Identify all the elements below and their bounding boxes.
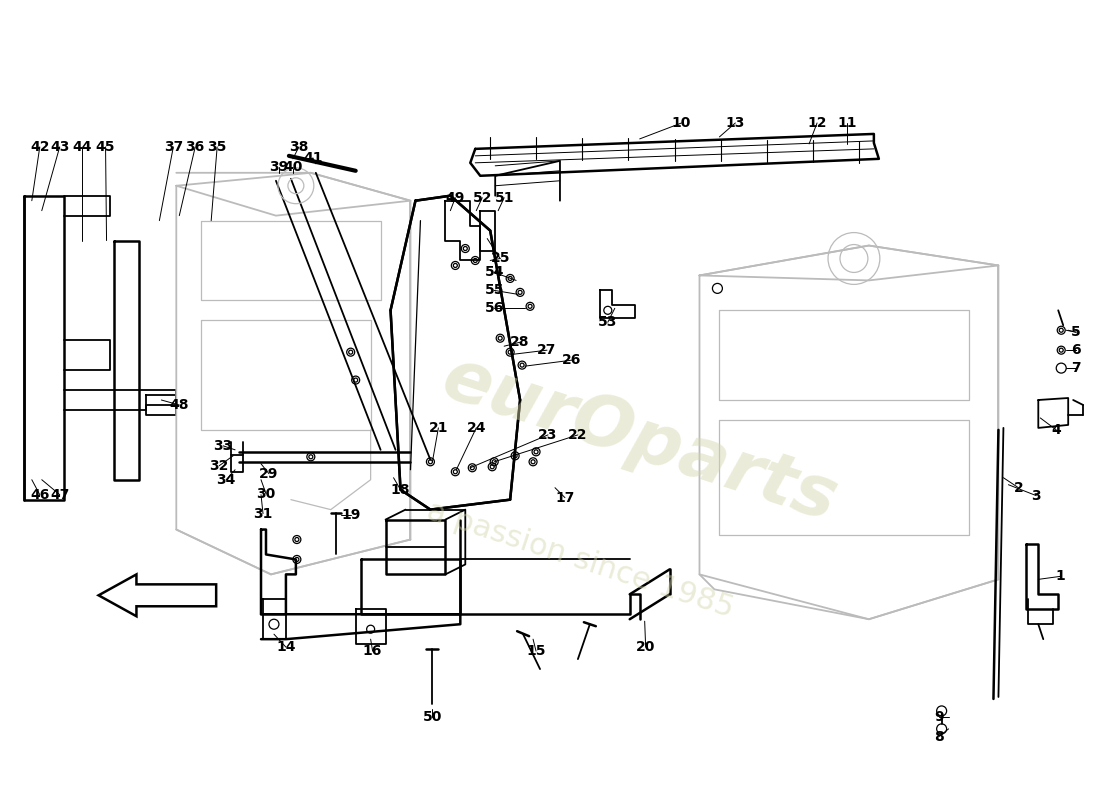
Text: 16: 16: [363, 644, 383, 658]
Text: 44: 44: [72, 140, 91, 154]
Text: a passion since 1985: a passion since 1985: [422, 496, 737, 623]
Text: 5: 5: [1071, 326, 1081, 339]
Text: 38: 38: [289, 140, 309, 154]
Text: 13: 13: [726, 116, 745, 130]
Text: 48: 48: [169, 398, 189, 412]
Text: 18: 18: [390, 482, 410, 497]
Text: 43: 43: [50, 140, 69, 154]
Text: 30: 30: [256, 486, 276, 501]
Text: 6: 6: [1071, 343, 1081, 357]
Text: 1: 1: [1055, 570, 1065, 583]
Text: 54: 54: [484, 266, 504, 279]
Text: 22: 22: [569, 428, 587, 442]
Text: 27: 27: [537, 343, 557, 357]
Text: 40: 40: [283, 160, 302, 174]
Text: 12: 12: [807, 116, 827, 130]
Text: 41: 41: [304, 151, 322, 165]
Text: 52: 52: [473, 190, 492, 205]
Text: 42: 42: [30, 140, 50, 154]
Text: 17: 17: [556, 490, 574, 505]
Text: 47: 47: [50, 488, 69, 502]
Text: 8: 8: [934, 730, 944, 744]
Text: 28: 28: [510, 335, 530, 350]
Text: 32: 32: [209, 458, 229, 473]
Text: 50: 50: [422, 710, 442, 724]
Text: 49: 49: [446, 190, 465, 205]
Text: 45: 45: [96, 140, 115, 154]
Text: 53: 53: [598, 315, 617, 330]
Text: 21: 21: [429, 421, 448, 435]
Text: 9: 9: [934, 710, 944, 724]
Text: 34: 34: [217, 473, 235, 486]
Text: 31: 31: [253, 506, 273, 521]
Text: 3: 3: [1032, 489, 1041, 502]
Text: 46: 46: [30, 488, 50, 502]
Text: 14: 14: [276, 640, 296, 654]
Text: 29: 29: [260, 466, 278, 481]
Text: 24: 24: [466, 421, 486, 435]
Text: 56: 56: [484, 302, 504, 315]
Text: 33: 33: [213, 439, 233, 453]
Text: 19: 19: [341, 508, 361, 522]
Text: 23: 23: [538, 428, 558, 442]
Text: 7: 7: [1071, 361, 1081, 375]
Text: 20: 20: [636, 640, 656, 654]
Text: 55: 55: [484, 283, 504, 298]
Text: 15: 15: [526, 644, 546, 658]
Text: 26: 26: [562, 353, 582, 367]
Text: 37: 37: [164, 140, 183, 154]
Text: 36: 36: [186, 140, 205, 154]
Text: 35: 35: [208, 140, 227, 154]
Text: 25: 25: [491, 251, 510, 266]
Text: eurOparts: eurOparts: [433, 343, 846, 536]
Text: 2: 2: [1013, 481, 1023, 494]
Text: 11: 11: [837, 116, 857, 130]
Text: 39: 39: [270, 160, 288, 174]
FancyArrow shape: [99, 574, 217, 616]
Text: 10: 10: [672, 116, 691, 130]
Text: 4: 4: [1052, 423, 1062, 437]
Text: 51: 51: [494, 190, 514, 205]
